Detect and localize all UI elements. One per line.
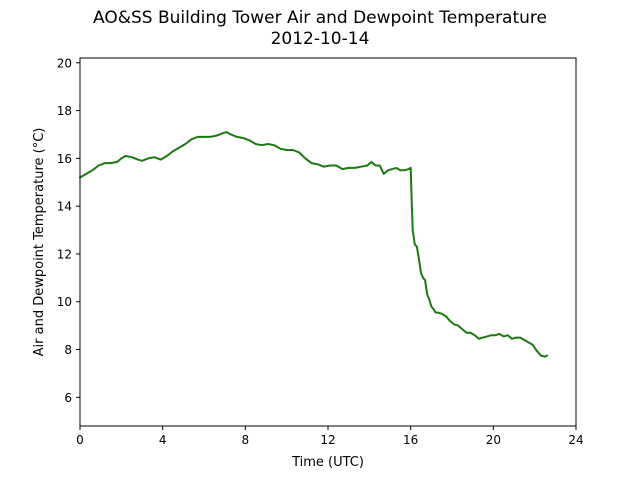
x-axis: 0 4 8 12 16 20 24 (76, 426, 584, 447)
y-tick-label: 10 (57, 295, 72, 309)
y-tick-label: 8 (64, 343, 72, 357)
x-tick-label: 24 (568, 433, 583, 447)
y-axis-label: Air and Dewpoint Temperature (°C) (32, 128, 47, 357)
y-tick-label: 14 (57, 200, 72, 214)
y-tick-label: 16 (57, 152, 72, 166)
chart-title: AO&SS Building Tower Air and Dewpoint Te… (92, 8, 547, 28)
y-tick-label: 12 (57, 247, 72, 261)
y-tick-label: 6 (64, 391, 72, 405)
x-tick-label: 12 (320, 433, 335, 447)
series-layer (79, 131, 549, 358)
y-axis: 6 8 10 12 14 16 18 20 (57, 56, 80, 405)
x-tick-label: 8 (242, 433, 250, 447)
x-tick-label: 4 (159, 433, 167, 447)
x-tick-label: 16 (403, 433, 418, 447)
series-line-0 (79, 131, 549, 358)
y-tick-label: 18 (57, 104, 72, 118)
x-tick-label: 0 (76, 433, 84, 447)
x-tick-label: 20 (486, 433, 501, 447)
x-axis-label: Time (UTC) (291, 455, 364, 470)
chart-subtitle: 2012-10-14 (270, 29, 370, 49)
y-tick-label: 20 (57, 56, 72, 70)
axes-frame (79, 57, 577, 427)
